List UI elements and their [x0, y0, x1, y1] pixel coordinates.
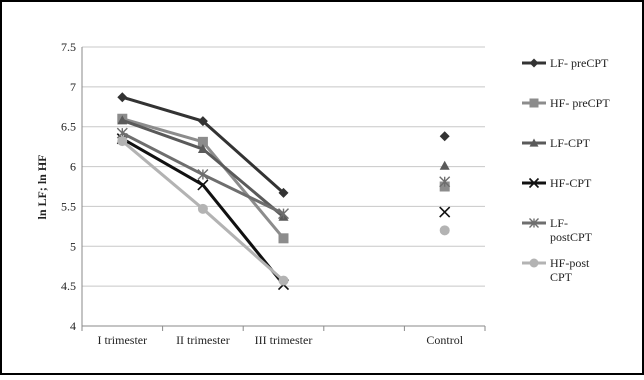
legend-item: HF-CPT [522, 176, 592, 190]
legend-label: LF-postCPT [550, 216, 593, 244]
legend-item: HF-post CPT [522, 256, 590, 284]
x-tick-label: I trimester [97, 333, 147, 347]
point-marker [278, 275, 289, 286]
point-marker [529, 258, 539, 268]
point-marker [197, 136, 208, 147]
legend-item: LF- preCPT [522, 56, 609, 70]
y-tick-label: 7.5 [61, 40, 76, 54]
point-marker [439, 206, 451, 218]
point-marker [529, 218, 539, 228]
y-tick-label: 7 [70, 80, 76, 94]
legend-label: LF-CPT [550, 136, 591, 150]
series-group [117, 92, 450, 198]
point-marker [278, 233, 289, 244]
x-tick-label: Control [426, 333, 463, 347]
y-tick-label: 6 [70, 160, 76, 174]
y-tick-label: 6.5 [61, 120, 76, 134]
point-marker [278, 208, 289, 220]
point-marker [197, 179, 209, 191]
point-marker [117, 92, 128, 103]
point-marker [439, 176, 451, 188]
legend-label: LF- preCPT [550, 56, 609, 70]
y-tick-label: 5.5 [61, 199, 76, 213]
legend-label: HF-post CPT [550, 256, 590, 284]
series-group [117, 115, 450, 221]
point-marker [197, 169, 209, 181]
point-marker [197, 144, 208, 154]
point-marker [197, 116, 208, 127]
point-marker [439, 160, 450, 170]
y-axis-label: ln LF; ln HF [35, 154, 49, 219]
point-marker [529, 98, 539, 108]
x-tick-label: II trimester [176, 333, 230, 347]
y-tick-label: 5 [70, 239, 76, 253]
series-group [116, 127, 451, 220]
legend-label: HF-CPT [550, 176, 592, 190]
point-marker [197, 203, 208, 214]
y-tick-label: 4.5 [61, 279, 76, 293]
point-marker [117, 136, 128, 147]
legend-item: LF-postCPT [522, 216, 593, 244]
point-marker [278, 187, 289, 198]
y-tick-label: 4 [70, 319, 76, 333]
legend-item: HF- preCPT [522, 96, 610, 110]
point-marker [117, 115, 128, 125]
point-marker [528, 177, 540, 189]
legend-item: LF-CPT [522, 136, 591, 150]
x-tick-label: III trimester [255, 333, 313, 347]
point-marker [439, 131, 450, 142]
legend-label: HF- preCPT [550, 96, 610, 110]
point-marker [529, 58, 539, 68]
point-marker [529, 138, 539, 147]
series-group [117, 136, 450, 286]
point-marker [439, 225, 450, 236]
